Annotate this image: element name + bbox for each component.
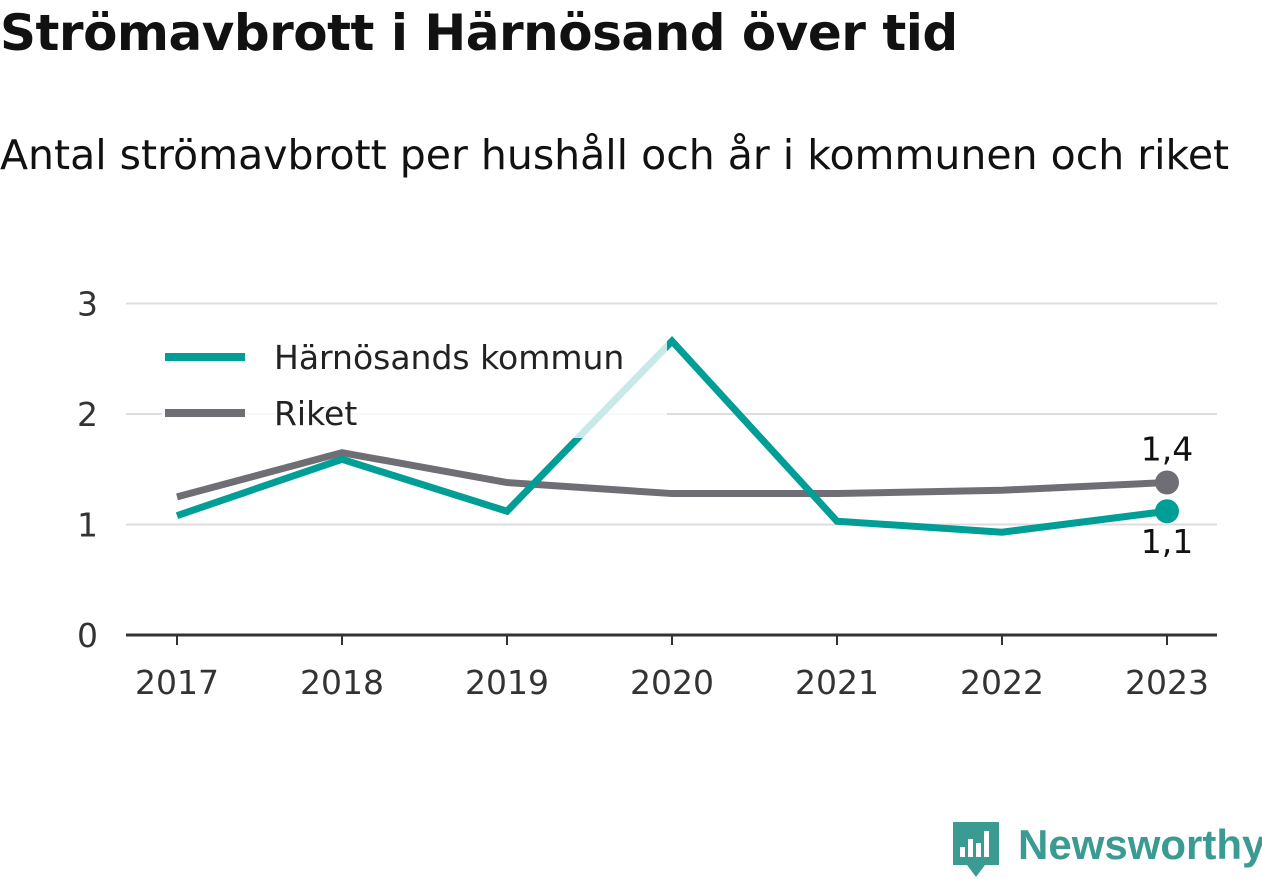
series-lines <box>175 335 1168 536</box>
end-labels: 1,1 1,4 <box>1141 430 1193 562</box>
chart-subtitle: Antal strömavbrott per hushåll och år i … <box>0 131 1230 179</box>
brand-name: Newsworthy <box>1018 821 1262 868</box>
chart-title: Strömavbrott i Härnösand över tid <box>0 4 958 62</box>
legend-label: Riket <box>274 394 357 433</box>
bar-chart-bubble-icon <box>953 822 999 877</box>
y-tick-label: 3 <box>77 285 98 324</box>
y-tick-label: 0 <box>77 616 98 655</box>
x-tick-label: 2017 <box>135 663 219 702</box>
y-tick-label: 2 <box>77 395 98 434</box>
x-tick-label: 2022 <box>960 663 1044 702</box>
legend-label: Härnösands kommun <box>274 338 624 377</box>
end-value-label: 1,1 <box>1141 522 1193 561</box>
x-tick-label: 2019 <box>465 663 549 702</box>
x-tick-label: 2018 <box>300 663 384 702</box>
series-line-harnosand <box>175 335 1168 536</box>
end-value-label: 1,4 <box>1141 430 1193 469</box>
newsworthy-logo: Newsworthy <box>953 821 1262 877</box>
series-line-riket <box>176 449 1168 501</box>
x-tick-label: 2023 <box>1125 663 1209 702</box>
end-point-marker <box>1155 499 1179 524</box>
end-point-marker <box>1155 470 1179 495</box>
legend: Härnösands kommun Riket <box>162 334 667 438</box>
legend-background <box>162 334 667 438</box>
x-axis: 2017 2018 2019 2020 2021 2022 2023 <box>126 633 1217 702</box>
y-tick-label: 1 <box>77 506 98 545</box>
x-tick-label: 2021 <box>795 663 879 702</box>
y-axis-ticks: 0 1 2 3 <box>77 285 98 656</box>
x-tick-label: 2020 <box>630 663 714 702</box>
